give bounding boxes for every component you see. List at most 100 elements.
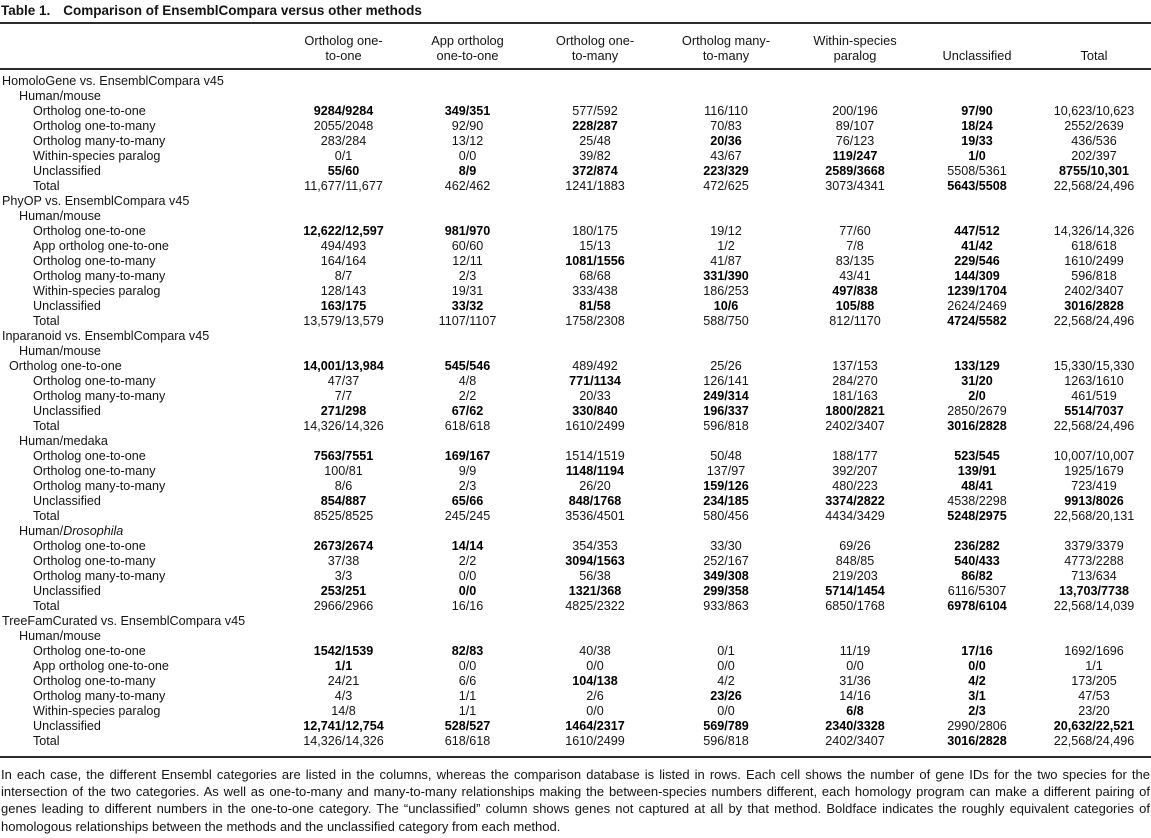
cell: 22,568/24,496 (1053, 734, 1135, 748)
cell: 22,568/14,039 (1053, 599, 1135, 613)
row-label: PhyOP vs. EnsemblCompara v45 (2, 194, 190, 208)
row-label: Ortholog many-to-many (33, 569, 166, 583)
cell: 1/1 (1085, 659, 1103, 673)
cell: 7563/7551 (313, 449, 374, 463)
species-row: Human/mouse (0, 344, 1151, 359)
cell: 0/0 (717, 659, 735, 673)
row-label: Within-species paralog (33, 704, 161, 718)
species-row: Human/mouse (0, 89, 1151, 104)
table-row: Ortholog one-to-one 14,001/13,984 545/546 4… (0, 359, 1151, 374)
cell: 4/8 (458, 374, 477, 388)
cell: 55/60 (327, 164, 360, 178)
row-label: Human/mouse (19, 89, 101, 103)
cell: 981/970 (444, 224, 491, 238)
cell: 854/887 (320, 494, 367, 508)
cell: 14,326/14,326 (303, 734, 384, 748)
cell: 116/110 (704, 104, 748, 118)
cell: 86/82 (961, 569, 993, 583)
row-label: App ortholog one-to-one (33, 659, 169, 673)
row-label: Unclassified (33, 299, 101, 313)
cell: 9913/8026 (1064, 494, 1124, 508)
footnote: In each case, the different Ensembl cate… (1, 767, 1150, 834)
cell: 10,007/10,007 (1053, 449, 1135, 463)
row-label: Ortholog one-to-many (33, 374, 156, 388)
row-label: Ortholog many-to-many (33, 134, 166, 148)
cell: 8/7 (334, 269, 353, 283)
comparison-table: Ortholog one- to-one App ortholog one-to-… (0, 24, 1151, 749)
cell: 105/88 (835, 299, 875, 313)
cell: 19/31 (451, 284, 484, 298)
table-caption: Comparison of EnsemblCompara versus othe… (63, 3, 422, 18)
cell: 2850/2679 (947, 404, 1007, 418)
cell: 5714/1454 (825, 584, 885, 598)
table-row: Total 8525/8525 245/245 3536/4501 580/456 443… (0, 509, 1151, 524)
row-label: Ortholog many-to-many (33, 389, 166, 403)
cell: 67/62 (451, 404, 484, 418)
cell: 9284/9284 (313, 104, 374, 118)
corner-header (0, 24, 283, 70)
cell: 144/309 (954, 269, 1000, 283)
cell: 139/91 (957, 464, 997, 478)
table-row: Unclassified 854/887 65/66 848/1768 234/185 3… (0, 494, 1151, 509)
cell: 2340/3328 (825, 719, 885, 733)
cell: 447/512 (954, 224, 1000, 238)
table-row: Ortholog one-to-many 164/164 12/11 1081/155… (0, 254, 1151, 269)
cell: 848/85 (835, 554, 875, 568)
cell: 22,568/24,496 (1053, 179, 1135, 193)
table-row: Ortholog many-to-many 7/7 2/2 20/33 249/314 1… (0, 389, 1151, 404)
cell: 219/203 (832, 569, 878, 583)
cell: 3094/1563 (565, 554, 625, 568)
column-header: Within-species paralog (793, 24, 917, 70)
cell: 0/0 (968, 659, 986, 673)
table-row: Ortholog many-to-many 283/284 13/12 25/48 20… (0, 134, 1151, 149)
cell: 596/818 (1071, 269, 1117, 283)
cell: 2/3 (458, 269, 477, 283)
cell: 2673/2674 (313, 539, 374, 553)
table-row: Unclassified 271/298 67/62 330/840 196/337 18… (0, 404, 1151, 419)
table-row: Ortholog one-to-one 9284/9284 349/351 577/5… (0, 104, 1151, 119)
cell: 12,741/12,754 (303, 719, 384, 733)
cell: 5514/7037 (1064, 404, 1124, 418)
cell: 3/3 (334, 569, 353, 583)
cell: 540/433 (954, 554, 1000, 568)
cell: 494/493 (320, 239, 367, 253)
cell: 8525/8525 (313, 509, 374, 523)
row-label: Ortholog one-to-many (33, 119, 156, 133)
cell: 10,623/10,623 (1053, 104, 1135, 118)
cell: 848/1768 (568, 494, 622, 508)
cell: 159/126 (703, 479, 749, 493)
section-row: PhyOP vs. EnsemblCompara v45 (0, 194, 1151, 209)
row-label: Within-species paralog (33, 149, 161, 163)
cell: 480/223 (832, 479, 878, 493)
cell: 933/863 (703, 599, 749, 613)
cell: 76/123 (835, 134, 875, 148)
header-row: Ortholog one- to-one App ortholog one-to-… (0, 24, 1151, 70)
table-number-label: Table 1. (1, 3, 51, 18)
cell: 0/1 (717, 644, 735, 658)
row-label: Within-species paralog (33, 284, 161, 298)
row-label: Ortholog one-to-one (9, 359, 122, 373)
row-label: Human/medaka (19, 434, 108, 448)
cell: 331/390 (703, 269, 749, 283)
cell: 202/397 (1071, 149, 1117, 163)
section-row: HomoloGene vs. EnsemblCompara v45 (0, 69, 1151, 89)
cell: 228/287 (572, 119, 618, 133)
table-row: Within-species paralog 128/143 19/31 333/43… (0, 284, 1151, 299)
cell: 4/2 (717, 674, 735, 688)
cell: 83/135 (835, 254, 875, 268)
table-row: Ortholog one-to-many 37/38 2/2 3094/1563 252… (0, 554, 1151, 569)
top-rule (0, 22, 1151, 24)
cell: 2990/2806 (947, 719, 1007, 733)
cell: 229/546 (954, 254, 1000, 268)
cell: 56/38 (579, 569, 611, 583)
cell: 15,330/15,330 (1053, 359, 1135, 373)
cell: 472/625 (703, 179, 749, 193)
cell: 392/207 (832, 464, 878, 478)
row-label: Unclassified (33, 164, 101, 178)
cell: 0/1 (334, 149, 353, 163)
table-row: Ortholog many-to-many 3/3 0/0 56/38 349/308 2… (0, 569, 1151, 584)
row-label: Inparanoid vs. EnsemblCompara v45 (2, 329, 210, 343)
cell: 1239/1704 (947, 284, 1007, 298)
cell: 1/1 (334, 659, 353, 673)
column-header: Ortholog one- to-many (531, 24, 659, 70)
